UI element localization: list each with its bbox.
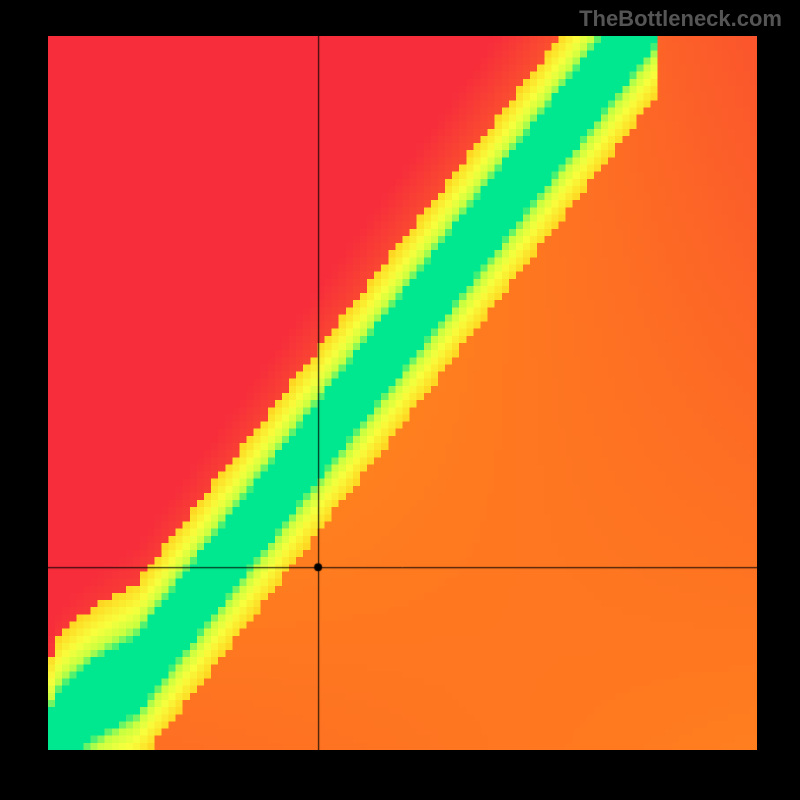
watermark-text: TheBottleneck.com (579, 6, 782, 32)
chart-container: TheBottleneck.com (0, 0, 800, 800)
bottleneck-heatmap (48, 36, 757, 750)
